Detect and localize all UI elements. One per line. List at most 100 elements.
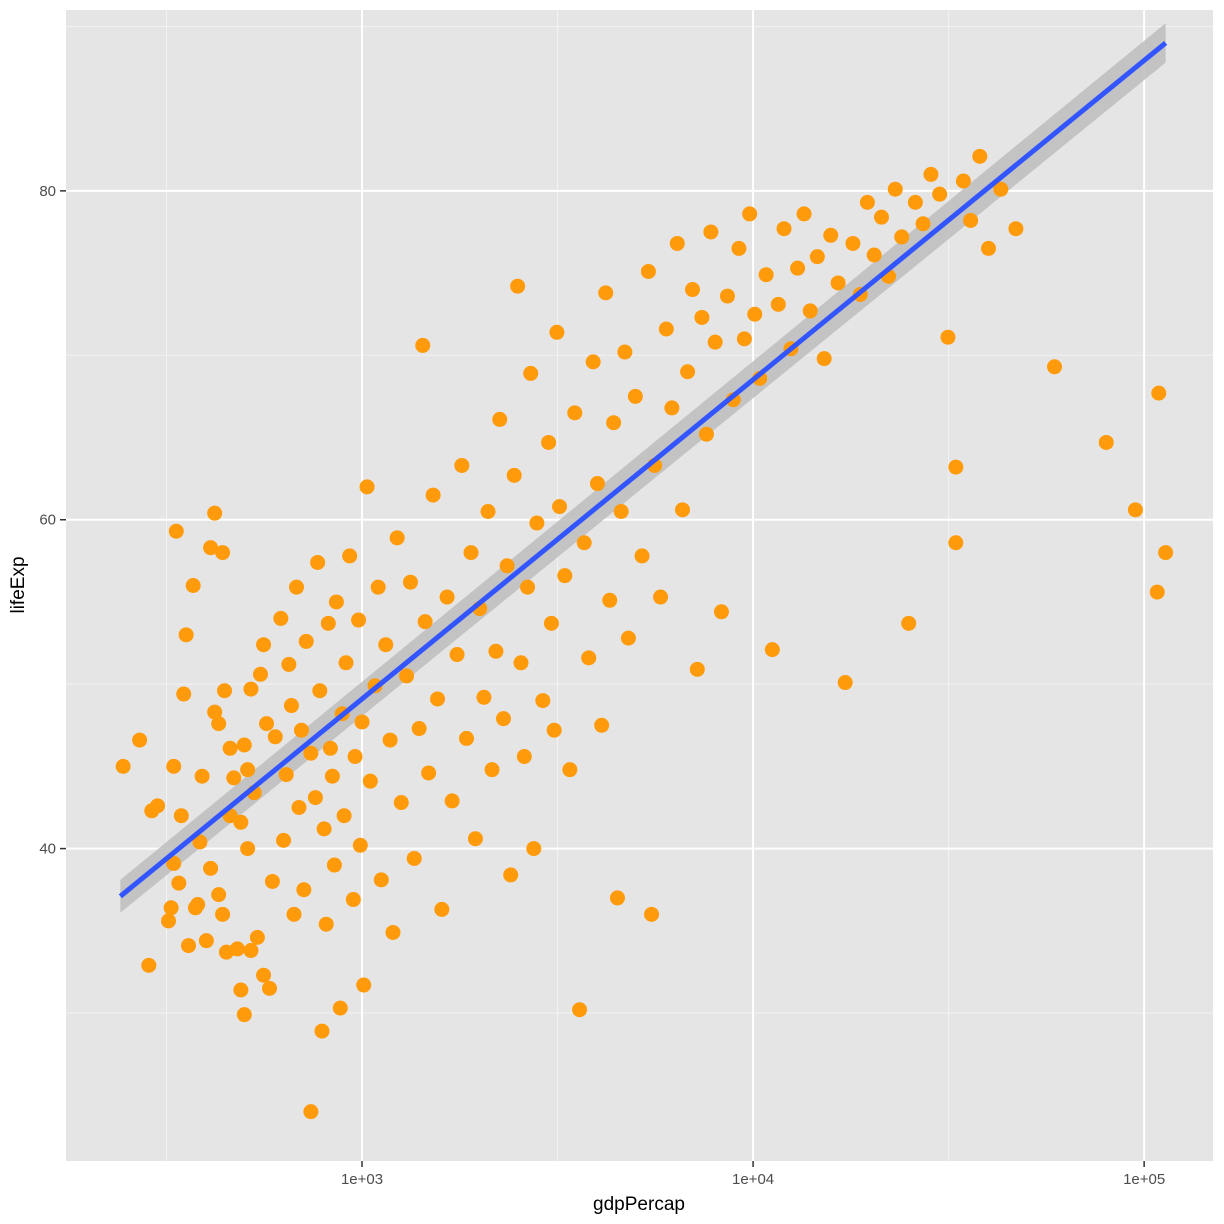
data-point [303,1104,319,1120]
data-point [503,867,519,883]
data-point [653,589,669,605]
data-point [256,967,272,983]
data-point [229,941,245,957]
data-point [318,916,334,932]
data-point [207,505,223,521]
data-point [627,388,643,404]
data-point [541,434,557,450]
data-point [454,457,470,473]
data-point [594,717,610,733]
data-point [463,545,479,561]
data-point [393,795,409,811]
data-point [598,285,614,301]
smooth-line-layer [118,40,1168,899]
data-point [823,227,839,243]
y-tick-label: 40 [39,841,56,858]
data-point [480,504,496,520]
data-point [529,515,545,531]
data-point [955,173,971,189]
data-point [526,841,542,857]
data-point [719,288,735,304]
data-point [972,148,988,164]
data-point [415,337,431,353]
data-point [316,821,332,837]
data-point [894,229,910,245]
data-point [764,642,780,658]
data-point [581,650,597,666]
data-point [385,924,401,940]
data-point [510,278,526,294]
data-point [215,906,231,922]
data-point [546,722,562,738]
data-point [203,540,219,556]
data-point [163,900,179,916]
data-point [434,901,450,917]
data-point [141,957,157,973]
data-point [421,765,437,781]
data-point [609,890,625,906]
data-point [694,309,710,325]
data-point [215,545,231,561]
data-point [476,689,492,705]
data-point [178,627,194,643]
data-point [303,745,319,761]
data-point [233,814,249,830]
data-point [923,166,939,182]
data-point [535,693,551,709]
data-point [703,224,719,240]
data-point [176,686,192,702]
data-point [430,691,446,707]
data-point [742,206,758,222]
data-point [1158,545,1174,561]
data-point [866,247,882,263]
data-point [634,548,650,564]
data-point [207,704,223,720]
data-point [278,767,294,783]
data-point [549,324,565,340]
data-point [406,850,422,866]
data-point [873,209,889,225]
data-point [613,504,629,520]
data-point [342,548,358,564]
data-point [356,977,372,993]
data-point [320,615,336,631]
data-point [747,306,763,322]
data-point [347,749,363,765]
data-point [837,675,853,691]
data-point [211,887,227,903]
data-point [513,655,529,671]
data-point [324,768,340,784]
data-point [222,740,238,756]
data-point [276,832,292,848]
data-point [948,535,964,551]
data-point [675,502,691,518]
data-point [283,698,299,714]
data-point [332,1000,348,1016]
data-point [444,793,460,809]
data-point [664,400,680,416]
grid-layer [66,10,1213,1161]
data-point [467,831,483,847]
data-point [1008,221,1024,237]
data-point [161,913,177,929]
data-point [399,668,415,684]
data-point [293,722,309,738]
data-point [173,808,189,824]
data-point [211,716,227,732]
data-point [150,798,166,814]
data-point [262,980,278,996]
data-point [166,855,182,871]
data-point [770,296,786,312]
data-point [484,762,500,778]
data-point [506,467,522,483]
data-point [226,770,242,786]
data-point [243,681,259,697]
data-point [298,633,314,649]
data-point [617,344,633,360]
data-point [830,275,846,291]
data-point [689,661,705,677]
data-point [286,906,302,922]
data-point [859,194,875,210]
data-point [644,906,660,922]
